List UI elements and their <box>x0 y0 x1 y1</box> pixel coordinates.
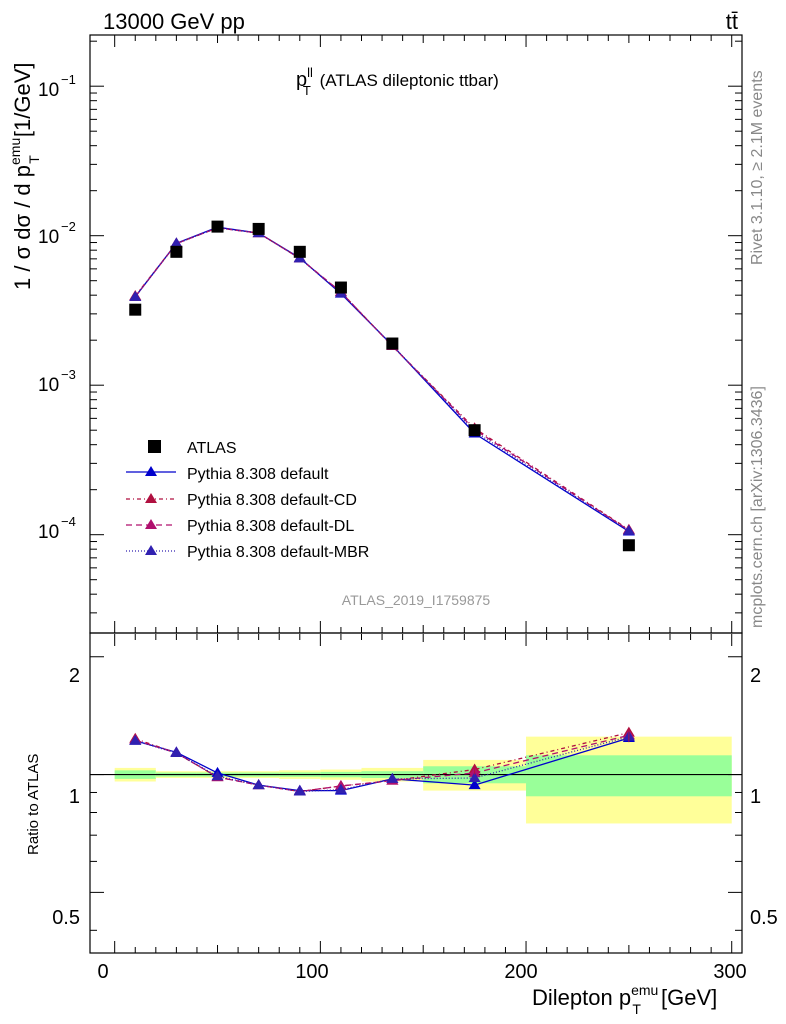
axis-ticks <box>90 35 742 953</box>
plot-title-rest: (ATLAS dileptonic ttbar) <box>315 71 499 90</box>
ratio-series-point <box>468 771 481 782</box>
ratio-series-point <box>386 772 399 783</box>
main-series-lines <box>129 220 635 552</box>
y-tick-label: 10 <box>38 522 59 543</box>
header-process: 13000 GeV pp <box>103 9 245 34</box>
main-y-tick-labels: 10 −1 10 −2 10 −3 10 −4 <box>38 72 76 543</box>
ratio-y-axis-label: Ratio to ATLAS <box>25 754 42 855</box>
y-tick-exponent: −1 <box>61 72 76 87</box>
ratio-series-lines <box>129 726 635 796</box>
x-axis-label-text: Dilepton p <box>532 985 631 1010</box>
legend-marker-cd <box>145 493 157 503</box>
data-point <box>468 424 481 437</box>
main-y-axis-label-sup: emu <box>7 138 23 165</box>
ratio-series-point <box>211 770 224 781</box>
x-tick-label: 300 <box>713 961 746 983</box>
main-series-point <box>622 524 635 535</box>
y-tick-label: 10 <box>38 80 59 101</box>
ratio-band-inner <box>526 755 732 797</box>
y-tick-exponent: −4 <box>61 514 76 529</box>
ratio-series-point <box>293 785 306 796</box>
ratio-series-point <box>468 779 481 790</box>
ratio-y-tick-label: 0.5 <box>52 907 80 929</box>
data-point <box>252 222 265 235</box>
legend: ATLAS Pythia 8.308 default Pythia 8.308 … <box>126 440 369 561</box>
legend-label-dl: Pythia 8.308 default-DL <box>187 518 354 535</box>
x-axis-label-unit: [GeV] <box>655 985 717 1010</box>
data-point <box>386 337 399 350</box>
legend-marker-atlas <box>148 440 161 453</box>
data-point <box>129 303 142 316</box>
rivet-label: Rivet 3.1.10, ≥ 2.1M events <box>749 70 766 265</box>
data-point <box>211 220 224 233</box>
mcplots-label: mcplots.cern.ch [arXiv:1306.3436] <box>749 386 766 628</box>
x-tick-label: 100 <box>295 961 328 983</box>
plot-title-p: p <box>296 69 307 91</box>
main-y-axis-label-text: 1 / σ dσ / d p <box>10 165 35 290</box>
main-series-line <box>134 227 630 532</box>
ratio-series-point <box>170 747 183 758</box>
x-tick-label: 200 <box>504 961 537 983</box>
y-tick-exponent: −3 <box>61 367 76 382</box>
data-point <box>334 281 347 294</box>
legend-label-default: Pythia 8.308 default <box>187 466 329 483</box>
main-y-axis-label-unit: [1/GeV] <box>10 62 35 143</box>
ratio-y-tick-label-right: 1 <box>750 786 761 808</box>
x-axis-label-sup: emu <box>631 982 658 998</box>
ratio-y-tick-label: 2 <box>69 665 80 687</box>
legend-label-atlas: ATLAS <box>187 440 237 457</box>
x-tick-label: 0 <box>97 961 108 983</box>
plot-title-sup: ll <box>307 65 313 80</box>
legend-label-cd: Pythia 8.308 default-CD <box>187 492 357 509</box>
main-y-axis-label: 1 / σ dσ / d pemu T [1/GeV] <box>7 62 42 290</box>
y-tick-label: 10 <box>38 227 59 248</box>
ratio-series-point <box>129 734 142 745</box>
plot-title: pll T (ATLAS dileptonic ttbar) <box>296 65 499 98</box>
legend-marker-dl <box>145 519 157 529</box>
x-axis-label: Dilepton pemu T [GeV] <box>532 982 717 1017</box>
y-tick-exponent: −2 <box>61 219 76 234</box>
ratio-series-point <box>334 783 347 794</box>
x-axis-label-sub: T <box>632 1001 641 1017</box>
ratio-y-tick-label-right: 0.5 <box>750 907 778 929</box>
plot-title-sub: T <box>303 83 311 98</box>
legend-marker-mbr <box>145 545 157 555</box>
data-point <box>293 245 306 258</box>
y-tick-label: 10 <box>38 375 59 396</box>
analysis-watermark: ATLAS_2019_I1759875 <box>342 592 491 608</box>
ratio-y-tick-label-right: 2 <box>750 665 761 687</box>
header-final-state: tt̄ <box>726 9 738 34</box>
main-series-point <box>170 237 183 248</box>
legend-marker-default <box>145 466 157 476</box>
ratio-y-tick-label: 1 <box>69 786 80 808</box>
legend-label-mbr: Pythia 8.308 default-MBR <box>187 544 369 561</box>
ratio-plot-frame <box>89 632 743 954</box>
data-point <box>622 539 635 552</box>
main-y-axis-label-sub: T <box>26 155 42 164</box>
ratio-series-point <box>252 779 265 790</box>
main-series-line <box>134 226 630 533</box>
main-series-point <box>129 290 142 301</box>
data-point <box>170 245 183 258</box>
